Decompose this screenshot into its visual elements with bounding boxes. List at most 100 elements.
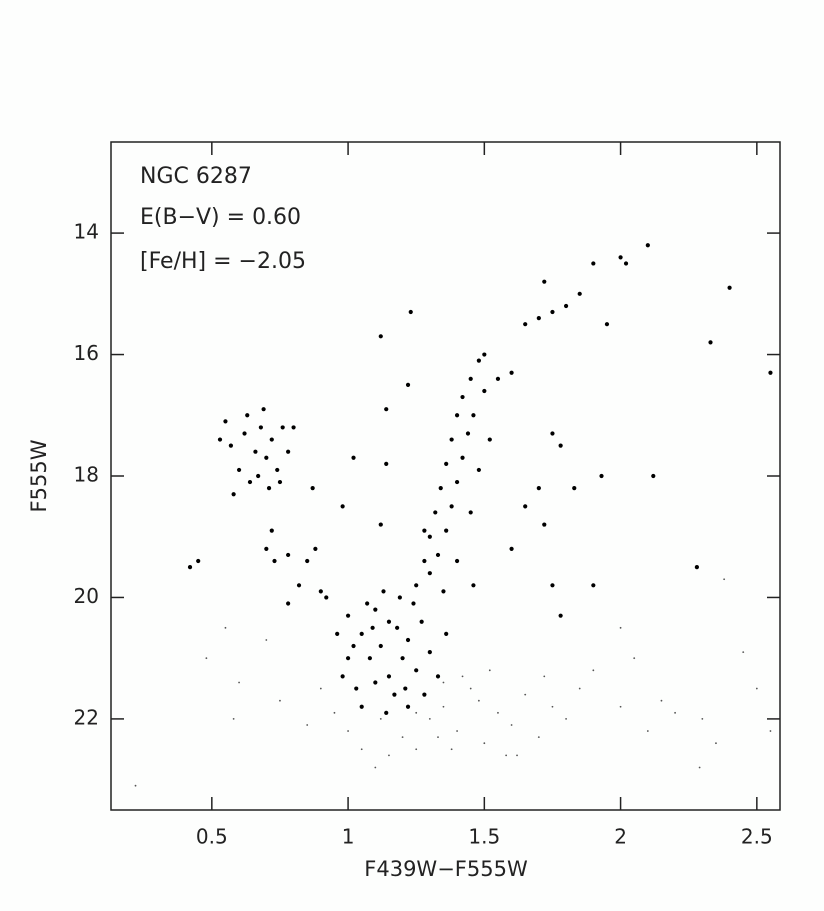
star-point: [509, 370, 514, 375]
star-point: [373, 607, 378, 612]
star-point: [374, 766, 377, 769]
star-point: [558, 443, 563, 448]
star-point: [460, 455, 465, 460]
star-point: [449, 504, 454, 509]
star-point: [468, 376, 473, 381]
star-point: [476, 358, 481, 363]
star-point: [359, 704, 364, 709]
star-point: [279, 699, 281, 702]
x-tick-label: 1: [342, 825, 355, 849]
star-point: [265, 639, 268, 641]
star-point: [269, 437, 274, 442]
star-point: [305, 558, 310, 564]
star-point: [523, 504, 528, 509]
y-tick-label: 14: [74, 220, 99, 244]
star-point: [408, 309, 413, 315]
star-point: [523, 322, 528, 327]
star-point: [510, 724, 513, 726]
star-point: [269, 528, 274, 533]
star-point: [340, 504, 345, 509]
star-point: [435, 552, 441, 558]
star-point: [477, 699, 480, 702]
star-point: [427, 650, 432, 655]
star-point: [471, 413, 476, 418]
annotation: E(B−V) = 0.60: [140, 205, 301, 230]
star-point: [333, 711, 336, 714]
star-point: [335, 631, 340, 636]
star-point: [497, 711, 499, 714]
star-point: [403, 686, 408, 691]
star-point: [543, 675, 546, 678]
star-point: [360, 748, 363, 751]
star-point: [509, 546, 514, 551]
star-point: [422, 528, 427, 533]
star-point: [232, 718, 235, 720]
star-point: [618, 255, 623, 260]
star-point: [442, 705, 445, 708]
star-point: [768, 370, 773, 375]
star-point: [591, 261, 596, 266]
star-point: [433, 510, 438, 515]
star-point: [558, 613, 563, 618]
star-point: [591, 583, 596, 588]
star-point: [460, 394, 465, 400]
star-point: [454, 413, 460, 418]
star-point: [454, 558, 460, 564]
star-point: [378, 522, 383, 527]
star-point: [264, 455, 269, 460]
star-point: [370, 625, 375, 630]
star-point: [755, 687, 758, 690]
star-point: [205, 657, 208, 660]
star-point: [633, 657, 636, 660]
x-tick-label: 2.5: [741, 825, 773, 849]
star-point: [351, 643, 356, 649]
star-point: [578, 687, 581, 690]
x-tick-label: 1.5: [468, 825, 500, 849]
star-point: [444, 528, 449, 533]
star-point: [422, 692, 427, 697]
star-point: [313, 546, 318, 551]
star-point: [310, 486, 315, 491]
star-point: [444, 461, 449, 466]
star-point: [266, 486, 272, 491]
star-point: [365, 601, 370, 606]
star-point: [245, 413, 250, 418]
star-point: [444, 631, 449, 636]
y-tick-label: 16: [74, 341, 99, 365]
star-point: [461, 675, 464, 678]
star-point: [442, 681, 445, 684]
star-point: [359, 631, 364, 636]
star-point: [550, 431, 555, 436]
star-point: [536, 486, 541, 491]
y-axis-label: F555W: [27, 439, 51, 512]
star-point: [324, 595, 329, 600]
star-point: [319, 687, 322, 690]
star-point: [524, 693, 527, 696]
star-point: [646, 730, 649, 732]
star-point: [516, 754, 518, 757]
star-point: [236, 467, 242, 473]
star-point: [351, 455, 356, 460]
star-point: [345, 656, 351, 661]
star-point: [134, 784, 137, 787]
star-point: [563, 303, 569, 309]
star-point: [400, 656, 405, 661]
star-point: [392, 692, 397, 697]
star-point: [405, 637, 411, 643]
annotation: [Fe/H] = −2.05: [140, 249, 306, 274]
star-point: [347, 730, 349, 732]
star-point: [258, 425, 263, 430]
star-point: [340, 674, 345, 679]
star-point: [694, 564, 699, 570]
x-tick-label: 0.5: [196, 825, 228, 849]
y-tick-label: 22: [74, 705, 99, 729]
star-point: [224, 626, 227, 629]
plot-frame: [110, 141, 781, 811]
star-point: [465, 431, 471, 436]
star-point: [482, 352, 487, 357]
star-point: [223, 419, 228, 424]
star-point: [619, 705, 622, 708]
star-point: [238, 681, 240, 684]
star-point: [537, 736, 540, 739]
